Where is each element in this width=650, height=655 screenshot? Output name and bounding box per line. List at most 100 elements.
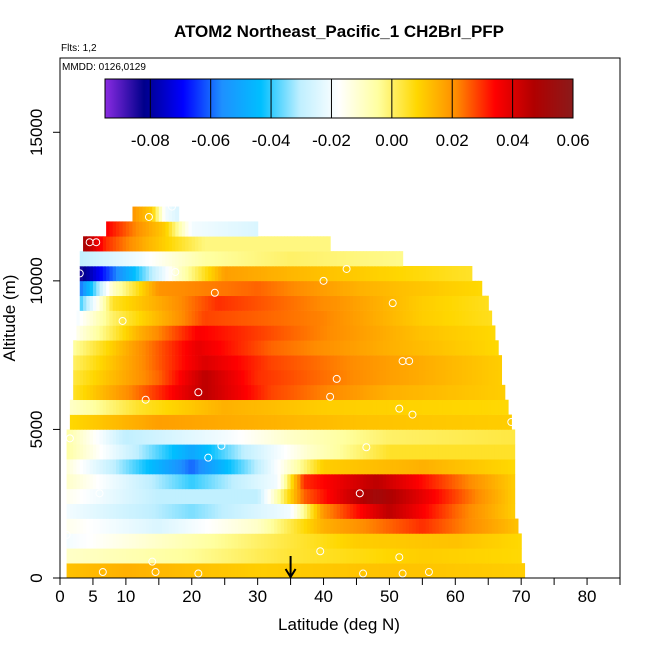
heatmap-cell: [135, 503, 140, 519]
heatmap-cell: [310, 325, 315, 341]
heatmap-cell: [195, 370, 199, 386]
heatmap-cell: [425, 340, 430, 356]
heatmap-cell: [310, 266, 315, 282]
heatmap-cell: [396, 384, 400, 401]
heatmap-cell: [293, 563, 298, 578]
heatmap-cell: [428, 266, 433, 282]
heatmap-cell: [442, 518, 447, 534]
heatmap-cell: [168, 295, 173, 311]
heatmap-cell: [461, 355, 466, 371]
heatmap-band: [69, 399, 509, 415]
heatmap-cell: [372, 444, 377, 460]
heatmap-cell: [155, 518, 160, 534]
heatmap-cell: [139, 236, 143, 252]
heatmap-cell: [435, 563, 440, 578]
heatmap-cell: [501, 503, 506, 519]
heatmap-cell: [346, 444, 351, 460]
heatmap-cell: [333, 355, 338, 371]
heatmap-cell: [218, 266, 223, 282]
heatmap-band: [66, 459, 516, 475]
heatmap-cell: [158, 370, 163, 386]
heatmap-cell: [284, 518, 288, 534]
heatmap-cell: [152, 414, 157, 430]
heatmap-cell: [300, 414, 305, 430]
heatmap-cell: [142, 444, 147, 460]
heatmap-cell: [224, 548, 229, 564]
heatmap-cell: [330, 355, 335, 371]
heatmap-cell: [415, 399, 420, 415]
heatmap-cell: [465, 340, 470, 356]
heatmap-cell: [284, 295, 288, 311]
heatmap-cell: [79, 384, 84, 401]
heatmap-cell: [162, 563, 167, 578]
heatmap-cell: [260, 295, 265, 311]
heatmap-cell: [139, 325, 143, 341]
heatmap-cell: [340, 474, 344, 490]
heatmap-cell: [508, 563, 512, 578]
heatmap-cell: [399, 488, 404, 505]
heatmap-cell: [195, 251, 199, 267]
heatmap-cell: [270, 429, 275, 445]
heatmap-cell: [155, 236, 160, 252]
heatmap-cell: [228, 266, 232, 282]
heatmap-cell: [452, 280, 456, 297]
heatmap-cell: [254, 236, 259, 252]
heatmap-cell: [221, 399, 226, 415]
heatmap-cell: [372, 251, 377, 267]
heatmap-cell: [214, 429, 219, 445]
heatmap-cell: [116, 429, 120, 445]
heatmap-cell: [320, 266, 325, 282]
heatmap-cell: [155, 444, 160, 460]
heatmap-cell: [353, 399, 358, 415]
x-tick-label: 80: [578, 587, 597, 606]
heatmap-cell: [313, 266, 318, 282]
heatmap-cell: [106, 295, 111, 311]
heatmap-cell: [290, 310, 295, 326]
heatmap-cell: [389, 563, 394, 578]
heatmap-cell: [76, 384, 81, 401]
heatmap-cell: [224, 518, 229, 534]
heatmap-band: [66, 548, 522, 564]
heatmap-cell: [158, 399, 163, 415]
sample-points: [62, 202, 516, 578]
heatmap-cell: [494, 384, 499, 401]
heatmap-cell: [237, 340, 242, 356]
heatmap-cell: [491, 503, 496, 519]
heatmap-cell: [211, 488, 216, 505]
heatmap-cell: [517, 548, 522, 564]
heatmap-cell: [251, 340, 255, 356]
heatmap-cell: [158, 384, 163, 401]
heatmap-cell: [73, 444, 78, 460]
heatmap-cell: [415, 295, 420, 311]
heatmap-cell: [83, 563, 87, 578]
heatmap-cell: [366, 488, 371, 505]
heatmap-cell: [264, 370, 269, 386]
heatmap-cell: [129, 548, 134, 564]
heatmap-cell: [303, 355, 308, 371]
heatmap-cell: [346, 325, 351, 341]
heatmap-cell: [142, 266, 147, 282]
heatmap-cell: [99, 474, 104, 490]
heatmap-cell: [293, 370, 298, 386]
heatmap-cell: [488, 563, 493, 578]
heatmap-cell: [419, 503, 423, 519]
heatmap-cell: [501, 429, 506, 445]
heatmap-cell: [316, 503, 321, 519]
heatmap-cell: [125, 444, 130, 460]
heatmap-cell: [382, 444, 387, 460]
heatmap-cell: [198, 444, 203, 460]
heatmap-cell: [165, 221, 170, 237]
heatmap-cell: [145, 340, 150, 356]
heatmap-cell: [323, 251, 328, 267]
heatmap-cell: [152, 429, 157, 445]
heatmap-cell: [382, 280, 387, 297]
heatmap-cell: [369, 459, 374, 475]
heatmap-cell: [412, 325, 417, 341]
heatmap-cell: [287, 459, 292, 475]
heatmap-cell: [168, 399, 173, 415]
heatmap-cell: [145, 370, 150, 386]
heatmap-cell: [419, 384, 423, 401]
heatmap-cell: [376, 488, 381, 505]
heatmap-cell: [323, 474, 328, 490]
heatmap-cell: [508, 474, 512, 490]
